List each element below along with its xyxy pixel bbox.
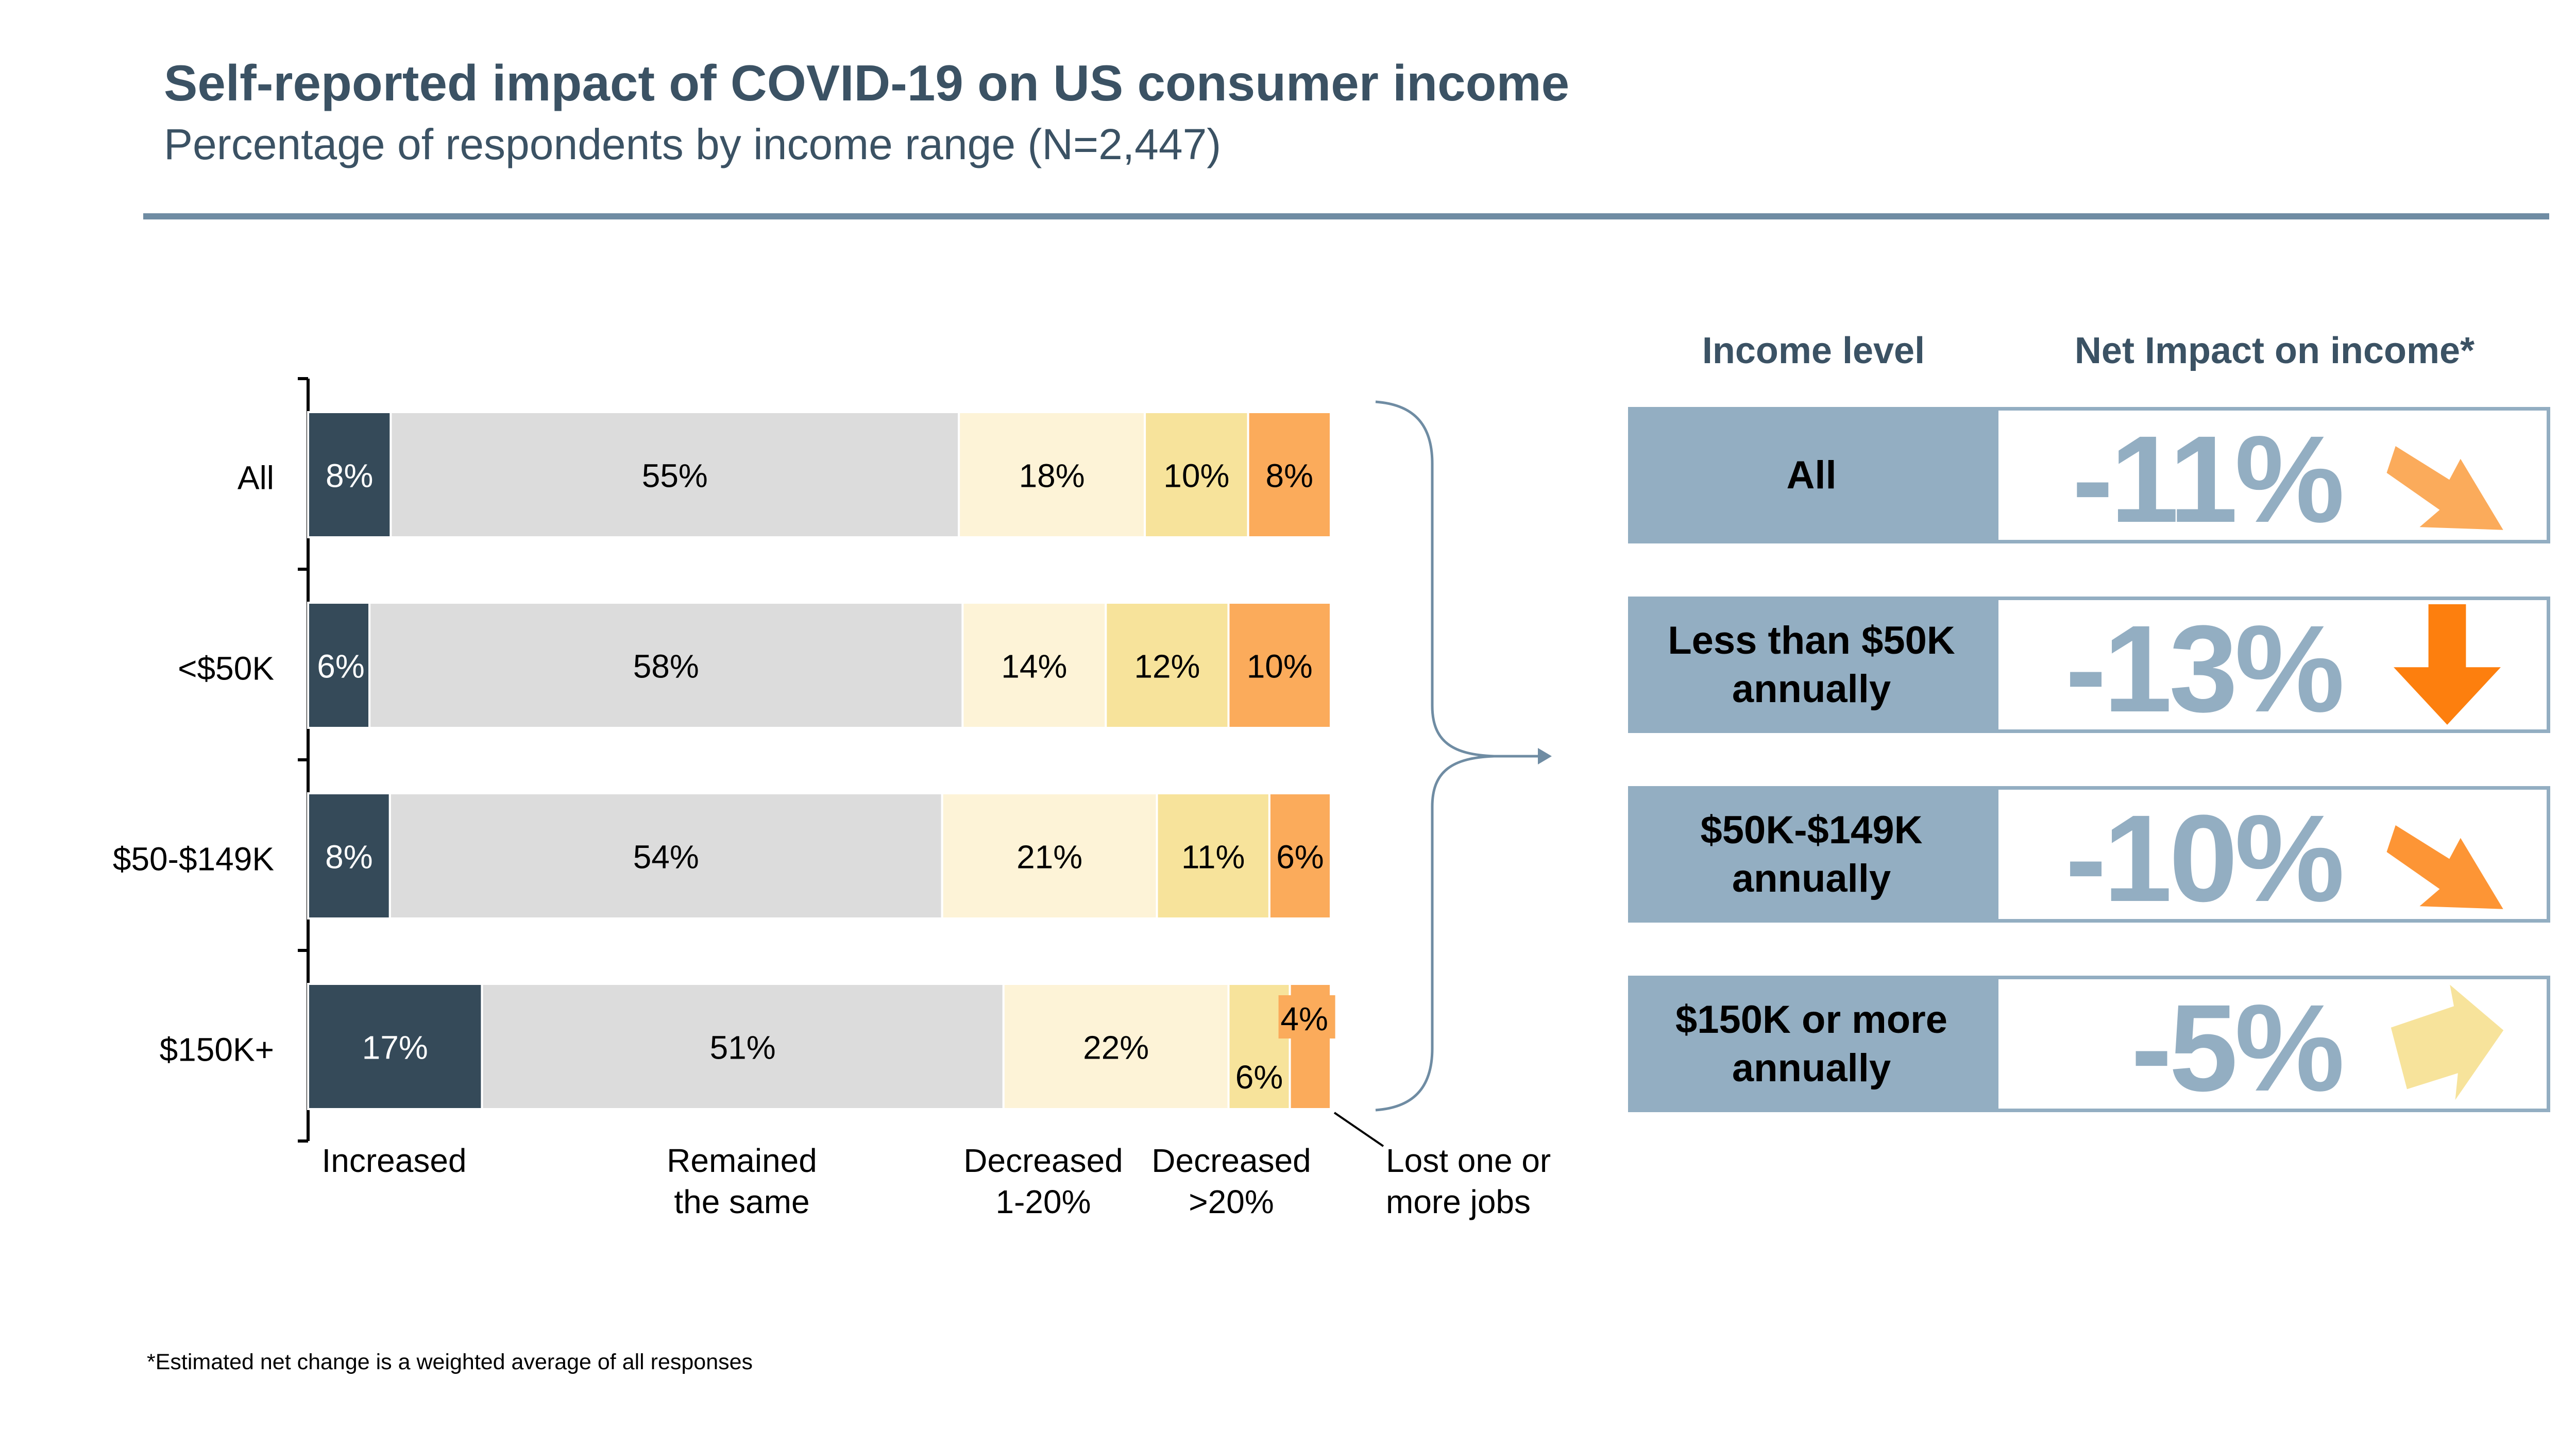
bar-segment [307, 792, 391, 920]
legend-label: >20% [1189, 1183, 1274, 1220]
brace-arrow-head [1538, 748, 1552, 764]
bar-segment [1002, 983, 1230, 1110]
bar-segment [958, 411, 1146, 538]
data-label: 8% [326, 457, 374, 495]
data-label: 22% [1083, 1029, 1149, 1066]
impact-arrow-icon [2380, 598, 2514, 734]
data-label-background [1278, 995, 1335, 1039]
legend-label: Remained [667, 1142, 817, 1179]
data-label: 18% [1019, 457, 1085, 495]
curly-brace [1375, 400, 1495, 1112]
net-impact-value: -10% [2065, 789, 2345, 927]
legend-label: Decreased [963, 1142, 1123, 1179]
legend-label: 1-20% [996, 1183, 1091, 1220]
bar-segment [389, 411, 960, 538]
category-label: All [238, 459, 274, 497]
impact-arrow-icon [2380, 787, 2514, 924]
bar-segment [1227, 602, 1332, 729]
legend-label: Increased [321, 1142, 466, 1179]
income-level-label: Less than $50K annually [1628, 597, 1995, 733]
bar-segment [307, 983, 483, 1110]
bar-segment [481, 983, 1005, 1110]
bar-segment [388, 792, 943, 920]
income-level-label: All [1628, 407, 1995, 543]
bar-segment [941, 792, 1158, 920]
chart-subtitle: Percentage of respondents by income rang… [164, 120, 1222, 168]
net-impact-header: Net Impact on income* [2074, 330, 2475, 371]
data-label: 6% [1276, 839, 1324, 876]
net-impact-value: -11% [2072, 410, 2345, 548]
data-label: 51% [710, 1029, 776, 1066]
data-label: 14% [1001, 648, 1067, 685]
legend-label: Decreased [1151, 1142, 1311, 1179]
bar-segment [1268, 792, 1332, 920]
footnote: *Estimated net change is a weighted aver… [147, 1350, 753, 1374]
data-label: 4% [1280, 1000, 1328, 1037]
data-label: 12% [1134, 648, 1200, 685]
bar-segment [307, 602, 371, 729]
data-label: 11% [1181, 839, 1245, 876]
net-impact-value: -5% [2131, 979, 2345, 1117]
income-level-label: $50K-$149K annually [1628, 786, 1995, 923]
data-label: 54% [633, 839, 699, 876]
income-level-header: Income level [1702, 330, 1925, 371]
bar-segment [368, 602, 964, 729]
impact-arrow-icon [2380, 977, 2514, 1113]
data-label: 8% [1266, 457, 1314, 495]
category-label: $150K+ [160, 1031, 274, 1068]
bar-segment [1105, 602, 1230, 729]
chart-title: Self-reported impact of COVID-19 on US c… [164, 55, 1570, 111]
data-label: 6% [317, 648, 365, 685]
header-divider [143, 213, 2549, 219]
bar-segment [1144, 411, 1249, 538]
legend-leader-line [1333, 1112, 1384, 1147]
data-label: 17% [362, 1029, 428, 1066]
data-label: 21% [1016, 839, 1082, 876]
category-label: $50-$149K [113, 841, 274, 878]
income-level-label: $150K or more annually [1628, 976, 1995, 1112]
net-impact-value: -13% [2065, 600, 2345, 738]
category-label: <$50K [178, 650, 274, 687]
data-label: 58% [633, 648, 699, 685]
bar-segment [1156, 792, 1270, 920]
data-label: 8% [325, 839, 373, 876]
impact-arrow-icon [2380, 408, 2514, 544]
data-label: 6% [1235, 1059, 1283, 1096]
data-label: 10% [1163, 457, 1229, 495]
legend-label: Lost one or [1386, 1142, 1551, 1179]
bar-segment [1247, 411, 1332, 538]
legend-label: more jobs [1386, 1183, 1531, 1220]
data-label: 55% [642, 457, 708, 495]
legend-label: the same [674, 1183, 809, 1220]
data-label: 10% [1247, 648, 1313, 685]
